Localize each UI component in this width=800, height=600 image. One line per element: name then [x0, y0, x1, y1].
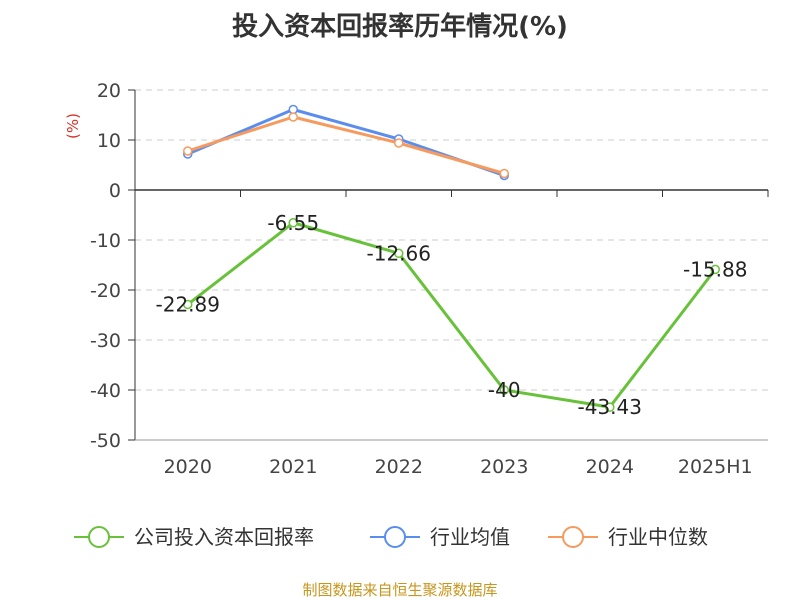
- y-tick-label: -40: [90, 380, 121, 402]
- legend-swatch-marker: [384, 526, 406, 548]
- y-tick-label: 10: [97, 130, 121, 152]
- y-axis-label: (%): [64, 113, 82, 139]
- grid-layer: [135, 89, 768, 441]
- chart-title: 投入资本回报率历年情况(%): [232, 12, 568, 42]
- legend-label: 公司投入资本回报率: [134, 525, 314, 549]
- source-note: 制图数据来自恒生聚源数据库: [302, 581, 498, 599]
- data-point: [183, 146, 193, 156]
- data-label: -22.89: [156, 292, 220, 316]
- x-tick-label: 2020: [164, 456, 212, 478]
- data-point: [394, 138, 404, 148]
- x-tick-label: 2022: [375, 456, 423, 478]
- data-point: [183, 299, 193, 310]
- data-point: [499, 385, 509, 395]
- series-line: [187, 108, 505, 177]
- data-point: [710, 264, 720, 275]
- data-point: [605, 402, 615, 412]
- x-tick-label: 2025H1: [678, 456, 753, 478]
- y-tick-label: 0: [109, 180, 121, 202]
- data-label: -6.55: [267, 211, 319, 235]
- x-tick-label: 2023: [480, 456, 528, 478]
- data-point: [288, 218, 298, 228]
- y-tick-label: -20: [90, 280, 121, 302]
- data-label: -15.88: [683, 257, 747, 281]
- y-tick-label: -50: [90, 430, 121, 452]
- data-point: [394, 248, 404, 259]
- series-layer: [183, 104, 720, 412]
- legend-swatch-marker: [88, 526, 110, 548]
- axis-layer: 20 10 0 -10 -20 -30 -40 -50 2020 2021 2022 2023 2024…: [90, 80, 769, 478]
- y-tick-label: 20: [97, 80, 121, 102]
- x-tick-label: 2021: [269, 456, 317, 478]
- y-tick-label: -10: [90, 230, 121, 252]
- data-label: -12.66: [367, 241, 431, 265]
- series-line: [186, 221, 717, 409]
- x-tick-label: 2024: [586, 456, 634, 478]
- data-label-layer: -22.89 -6.55 -12.66 -40 -43.43 -15.88: [156, 211, 748, 419]
- y-tick-label: -30: [90, 330, 121, 352]
- legend-label: 行业中位数: [608, 525, 708, 549]
- legend: 公司投入资本回报率 行业均值 行业中位数: [74, 525, 708, 549]
- series-line: [187, 115, 505, 175]
- legend-label: 行业均值: [430, 525, 510, 549]
- data-point: [288, 112, 298, 122]
- data-label: -43.43: [578, 395, 642, 419]
- data-point: [499, 168, 509, 179]
- legend-swatch-marker: [562, 526, 584, 548]
- data-label: -40: [488, 378, 521, 402]
